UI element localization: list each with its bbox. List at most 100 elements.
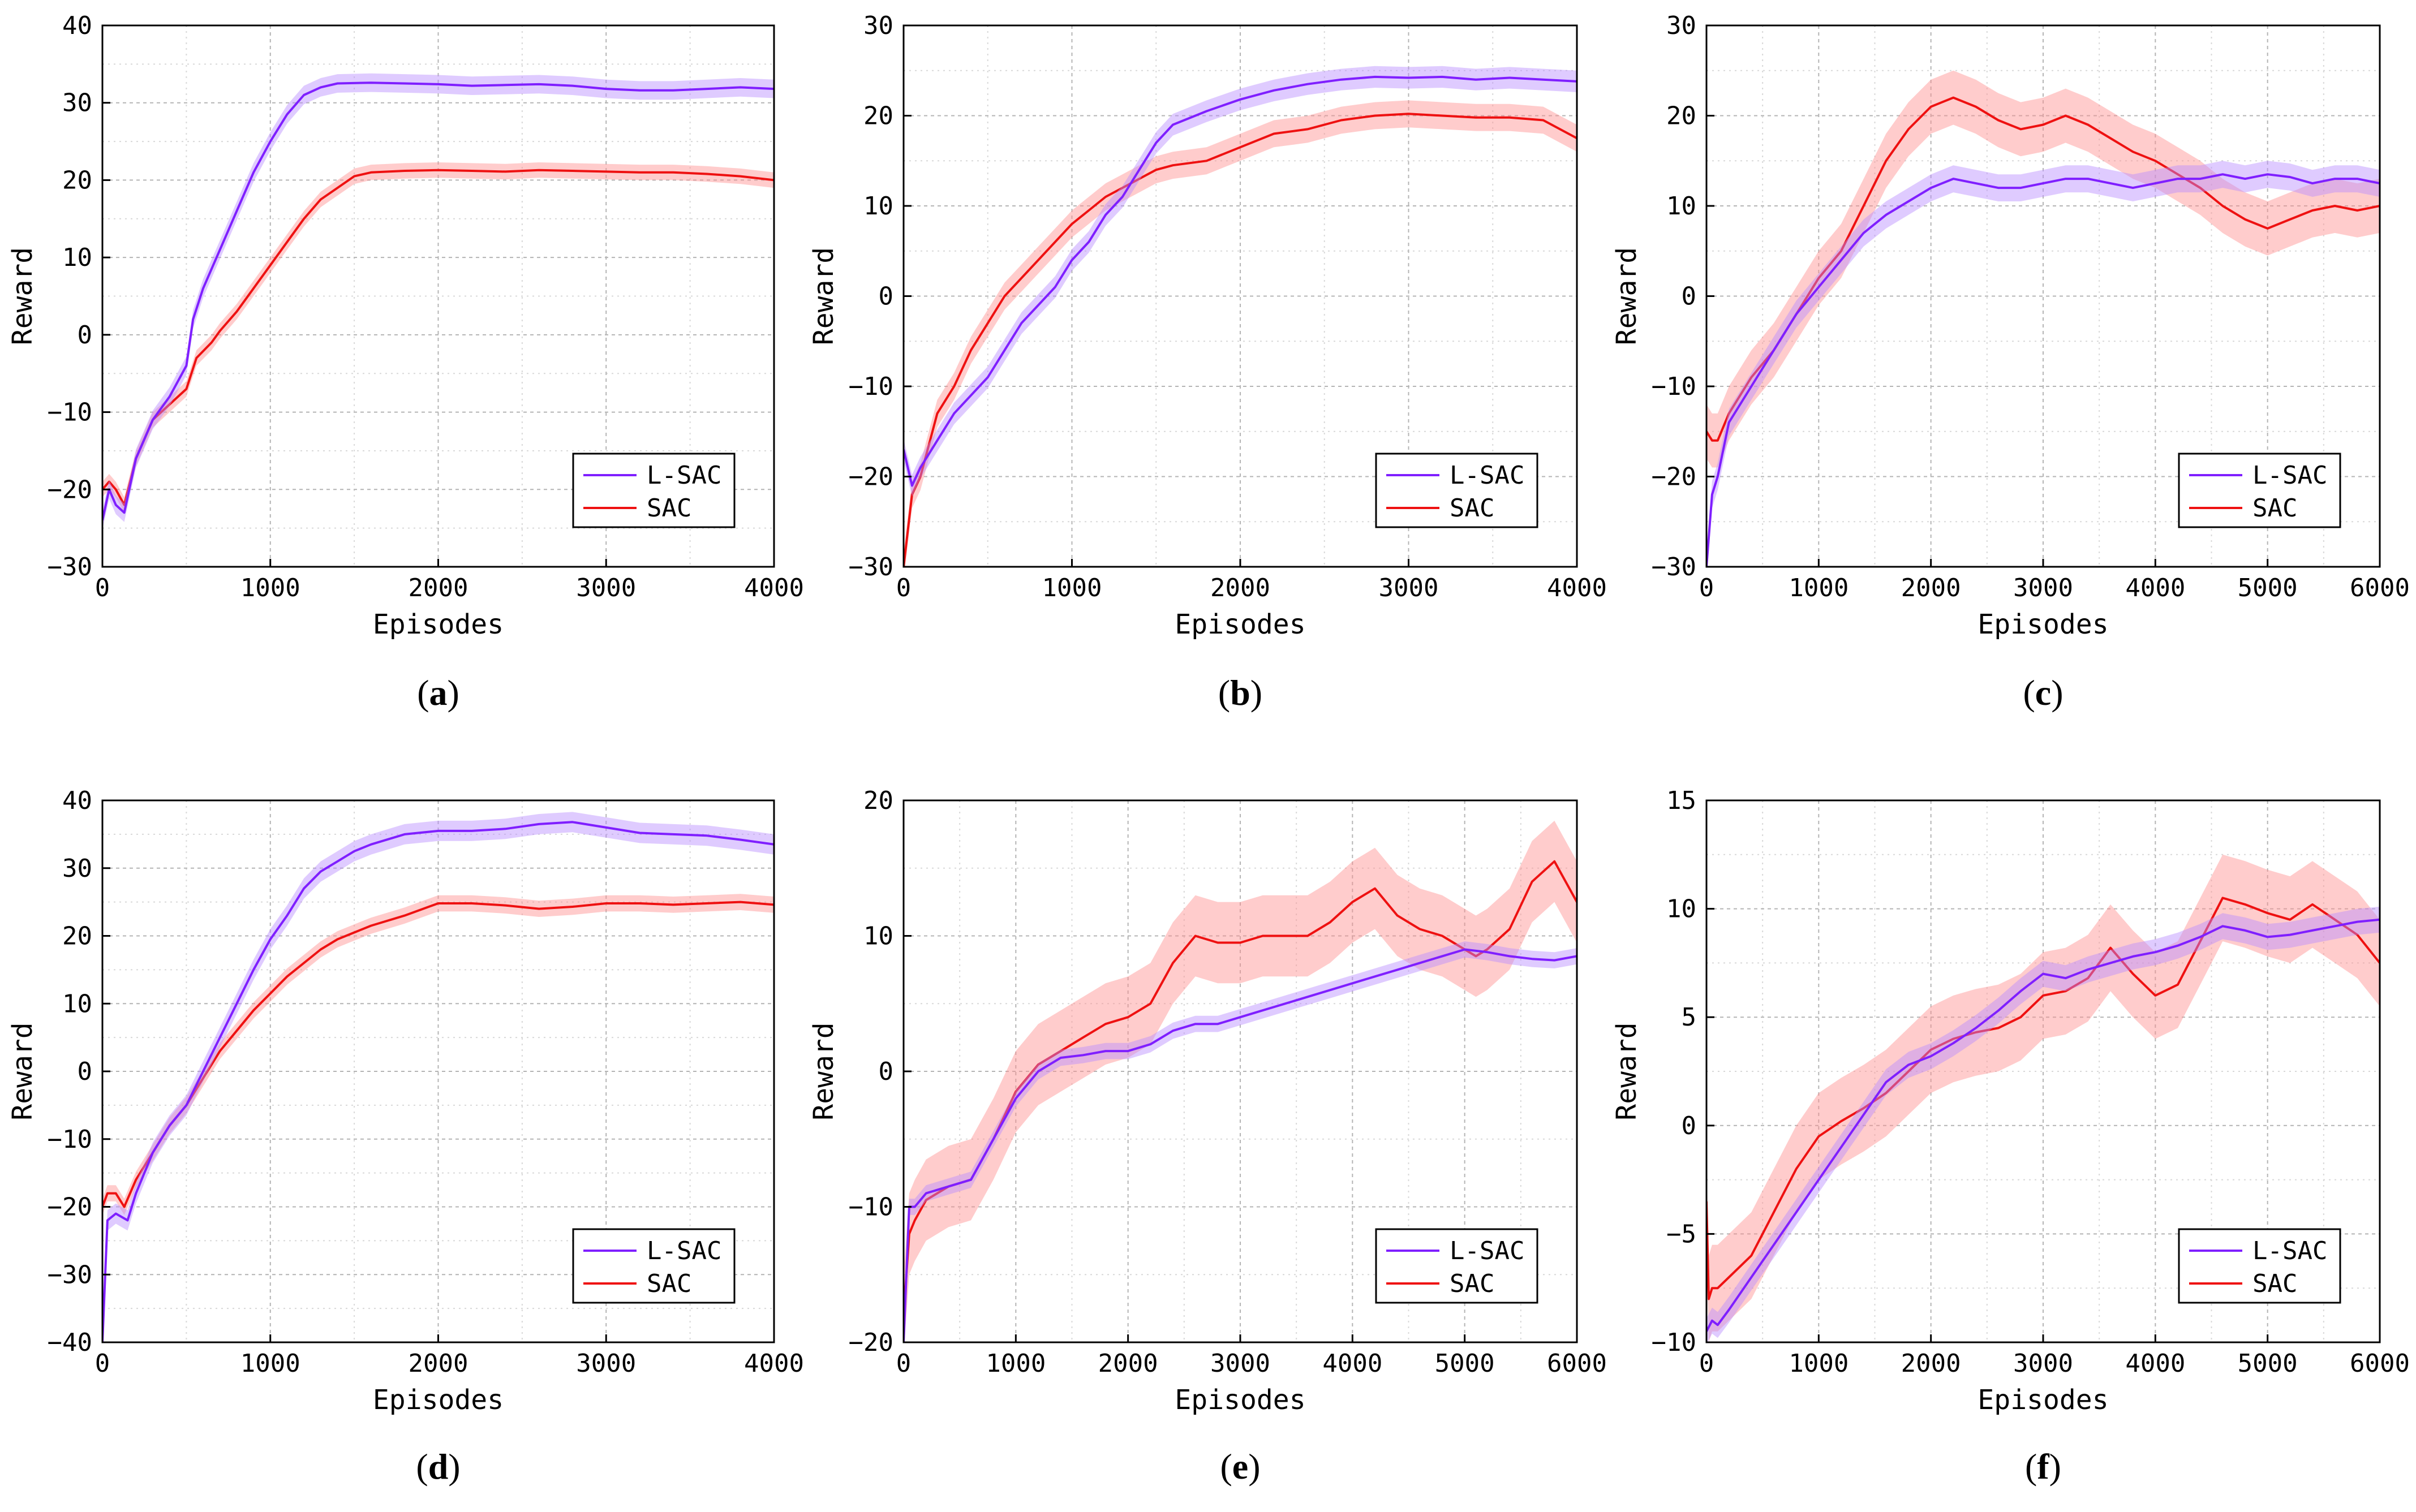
y-tick-label: −10	[1652, 372, 1696, 401]
y-tick-label: 30	[62, 89, 92, 118]
x-tick-label: 4000	[2125, 574, 2185, 602]
x-tick-label: 3000	[1379, 574, 1439, 602]
y-tick-label: 20	[863, 102, 893, 131]
x-tick-label: 4000	[744, 574, 804, 602]
x-tick-label: 1000	[240, 1349, 300, 1378]
panel-label: (b)	[1218, 673, 1262, 713]
legend-label-lsac: L-SAC	[2252, 461, 2327, 490]
x-tick-label: 4000	[744, 1349, 804, 1378]
legend-label-sac: SAC	[647, 1269, 691, 1298]
y-tick-label: −10	[1652, 1328, 1696, 1357]
legend: L-SAC SAC	[572, 453, 736, 528]
x-tick-label: 5000	[2238, 1349, 2298, 1378]
series-band-lsac	[904, 941, 1577, 1342]
y-tick-label: 10	[863, 922, 893, 951]
y-axis-title: Reward	[1611, 247, 1643, 345]
series-line-lsac	[904, 75, 1577, 487]
series-line-lsac	[1706, 173, 2380, 567]
chart-panel-f: 0 1000 2000 3000 4000 5000 6000 −10 −5 0 5 10 15 Epis…	[1611, 786, 2410, 1487]
legend: L-SAC SAC	[2178, 453, 2341, 528]
x-tick-label: 5000	[1435, 1349, 1495, 1378]
y-tick-label: −30	[849, 553, 893, 581]
x-tick-label: 3000	[576, 574, 636, 602]
y-tick-label: 0	[1682, 282, 1697, 311]
y-tick-label: 15	[1666, 786, 1696, 815]
legend-label-sac: SAC	[1450, 494, 1494, 523]
y-axis-title: Reward	[808, 247, 840, 345]
y-tick-label: 30	[1666, 11, 1696, 40]
series-line-lsac	[102, 81, 774, 521]
x-tick-label: 0	[95, 1349, 110, 1378]
x-tick-label: 2000	[1210, 574, 1270, 602]
x-axis-title: Episodes	[373, 1384, 504, 1416]
x-axis-title: Episodes	[1175, 1384, 1305, 1416]
x-tick-label: 2000	[1098, 1349, 1158, 1378]
x-tick-label: 3000	[2013, 574, 2073, 602]
x-tick-label: 5000	[2238, 574, 2298, 602]
y-tick-label: 10	[863, 192, 893, 221]
x-tick-label: 0	[896, 574, 912, 602]
x-tick-label: 4000	[1322, 1349, 1382, 1378]
x-tick-label: 3000	[2013, 1349, 2073, 1378]
x-tick-label: 1000	[1042, 574, 1102, 602]
legend: L-SAC SAC	[2178, 1228, 2341, 1304]
y-tick-label: 10	[62, 989, 92, 1018]
y-tick-label: −10	[48, 1125, 92, 1154]
series-line-lsac	[904, 948, 1577, 1342]
y-tick-label: −30	[48, 1260, 92, 1289]
legend-box	[2178, 1228, 2341, 1304]
y-tick-label: 30	[863, 11, 893, 40]
y-tick-label: −10	[48, 398, 92, 427]
x-tick-label: 1000	[986, 1349, 1046, 1378]
chart-panel-b: 0 1000 2000 3000 4000 −30 −20 −10 0 10 20 30 Episode…	[808, 11, 1607, 713]
x-axis-title: Episodes	[1977, 1384, 2108, 1416]
y-tick-label: 0	[879, 1057, 894, 1086]
legend-label-lsac: L-SAC	[2252, 1237, 2327, 1265]
y-tick-label: 0	[879, 282, 894, 311]
series-line-lsac	[102, 821, 774, 1342]
panel-label: (e)	[1220, 1446, 1260, 1487]
legend-box	[572, 1228, 736, 1304]
y-tick-label: 0	[1682, 1112, 1697, 1140]
legend-box	[572, 453, 736, 528]
y-tick-label: 10	[62, 243, 92, 272]
y-axis-title: Reward	[7, 247, 38, 345]
legend-box	[2178, 453, 2341, 528]
y-axis-title: Reward	[1611, 1022, 1643, 1120]
y-tick-label: 20	[62, 922, 92, 951]
series-line-sac	[1706, 897, 2380, 1300]
x-tick-label: 6000	[2350, 1349, 2410, 1378]
chart-panel-a: 0 1000 2000 3000 4000 −30 −20 −10 0 10 20 30 40 Episo…	[7, 11, 804, 713]
x-tick-label: 6000	[2350, 574, 2410, 602]
x-tick-label: 6000	[1547, 1349, 1607, 1378]
legend-label-sac: SAC	[647, 494, 691, 523]
y-tick-label: −5	[1666, 1220, 1696, 1248]
legend-box	[1375, 1228, 1538, 1304]
x-tick-label: 4000	[2125, 1349, 2185, 1378]
y-tick-label: 30	[62, 854, 92, 883]
x-axis-title: Episodes	[373, 609, 504, 640]
y-tick-label: 40	[62, 786, 92, 815]
y-tick-label: −10	[849, 1193, 893, 1222]
series-band-sac	[1706, 70, 2380, 468]
x-tick-label: 0	[1699, 574, 1714, 602]
chart-panel-c: 0 1000 2000 3000 4000 5000 6000 −30 −20 −10 0 10 20 3…	[1611, 11, 2410, 713]
legend: L-SAC SAC	[1375, 453, 1538, 528]
legend-label-sac: SAC	[1450, 1269, 1494, 1298]
x-axis-title: Episodes	[1977, 609, 2108, 640]
y-tick-label: −20	[849, 463, 893, 492]
y-tick-label: −20	[849, 1328, 893, 1357]
x-tick-label: 1000	[1789, 574, 1848, 602]
legend-box	[1375, 453, 1538, 528]
legend: L-SAC SAC	[572, 1228, 736, 1304]
series-band-sac	[904, 100, 1577, 567]
legend-label-sac: SAC	[2252, 1269, 2297, 1298]
x-tick-label: 1000	[240, 574, 300, 602]
y-tick-label: 20	[1666, 102, 1696, 131]
y-tick-label: −20	[48, 475, 92, 504]
panel-label: (c)	[2023, 673, 2063, 713]
chart-panel-e: 0 1000 2000 3000 4000 5000 6000 −20 −10 0 10 20 Epis…	[808, 786, 1607, 1487]
chart-panel-d: 0 1000 2000 3000 4000 −40 −30 −20 −10 0 10 20 30 40 Ep…	[7, 786, 804, 1487]
panel-label: (a)	[417, 673, 459, 713]
